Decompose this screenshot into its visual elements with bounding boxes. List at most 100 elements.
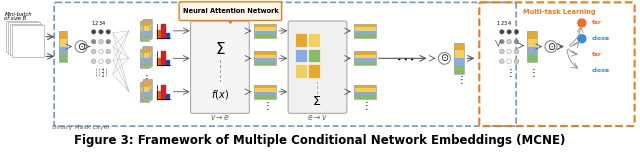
Bar <box>454 66 465 74</box>
Bar <box>140 49 149 68</box>
Text: 2: 2 <box>95 21 98 26</box>
Text: Mini-batch: Mini-batch <box>4 12 32 17</box>
Bar <box>140 87 149 92</box>
Circle shape <box>25 39 30 43</box>
Text: 3: 3 <box>504 21 507 26</box>
Bar <box>59 31 67 62</box>
Bar <box>254 24 276 38</box>
Circle shape <box>99 59 103 64</box>
Bar <box>140 63 149 68</box>
Bar <box>254 24 276 27</box>
Text: 4: 4 <box>102 21 105 26</box>
Bar <box>254 88 276 92</box>
Bar <box>142 30 151 35</box>
Text: 4: 4 <box>508 21 511 26</box>
Circle shape <box>500 30 504 34</box>
Bar <box>354 27 376 31</box>
Bar <box>140 21 149 26</box>
Bar <box>140 26 149 31</box>
Bar <box>142 47 151 52</box>
Circle shape <box>438 52 451 64</box>
Bar <box>454 58 465 66</box>
Text: $\cdots$: $\cdots$ <box>395 49 414 68</box>
Circle shape <box>514 39 519 44</box>
Bar <box>354 85 376 99</box>
Text: $f(x)$: $f(x)$ <box>211 88 229 101</box>
Bar <box>59 31 67 39</box>
Bar <box>143 33 152 38</box>
Bar <box>140 82 149 87</box>
Circle shape <box>577 18 587 28</box>
Bar <box>140 92 149 97</box>
Text: far: far <box>592 21 602 26</box>
Bar <box>166 94 170 99</box>
Text: of size B: of size B <box>4 16 27 21</box>
Text: ⊙: ⊙ <box>547 42 555 52</box>
Text: 2: 2 <box>500 21 504 26</box>
Circle shape <box>92 30 96 34</box>
Circle shape <box>99 30 103 34</box>
Bar <box>142 25 151 30</box>
Bar <box>527 31 537 62</box>
Text: $e \rightarrow v$: $e \rightarrow v$ <box>307 113 327 122</box>
Bar <box>140 36 149 41</box>
Bar <box>254 27 276 31</box>
Bar <box>140 21 149 41</box>
Text: ⊙: ⊙ <box>77 42 85 52</box>
Bar <box>254 85 276 88</box>
Bar <box>10 24 42 55</box>
Bar <box>354 55 376 58</box>
Bar <box>142 20 151 25</box>
Bar <box>454 43 465 50</box>
Circle shape <box>20 34 24 39</box>
Text: 3: 3 <box>99 21 102 26</box>
Circle shape <box>500 59 504 64</box>
Circle shape <box>500 39 504 44</box>
Circle shape <box>500 49 504 54</box>
Bar <box>59 47 67 54</box>
Bar <box>354 24 376 38</box>
Bar <box>295 64 307 78</box>
Bar <box>454 50 465 58</box>
Bar <box>527 47 537 54</box>
Bar <box>142 57 151 62</box>
Bar <box>354 51 376 65</box>
Bar <box>161 85 165 99</box>
Text: 1: 1 <box>497 21 500 26</box>
Bar <box>143 46 152 51</box>
Bar <box>308 64 320 78</box>
Bar <box>354 62 376 65</box>
Bar <box>254 85 276 99</box>
Bar <box>354 51 376 55</box>
Circle shape <box>507 39 511 44</box>
Text: $\vdots$: $\vdots$ <box>97 66 105 79</box>
Bar <box>143 51 152 56</box>
Text: Neural Attention Network: Neural Attention Network <box>182 8 278 14</box>
Bar <box>308 49 320 62</box>
Text: Multi-task Learning: Multi-task Learning <box>523 9 595 15</box>
Text: $\vdots$: $\vdots$ <box>506 66 513 79</box>
Circle shape <box>106 39 111 44</box>
Bar <box>140 58 149 63</box>
Bar <box>454 43 465 74</box>
Bar <box>140 31 149 36</box>
Text: $\vdots$: $\vdots$ <box>141 73 148 86</box>
Bar <box>295 49 307 62</box>
Bar <box>12 25 44 57</box>
FancyBboxPatch shape <box>179 2 282 21</box>
Bar <box>142 95 151 100</box>
Bar <box>143 19 152 38</box>
Bar <box>142 35 151 39</box>
Circle shape <box>13 31 18 35</box>
Text: $\Sigma$: $\Sigma$ <box>215 41 226 56</box>
Bar <box>354 95 376 99</box>
Circle shape <box>92 39 96 44</box>
Circle shape <box>507 59 511 64</box>
Bar <box>142 81 151 100</box>
Bar <box>140 49 149 53</box>
Bar <box>354 88 376 92</box>
Bar <box>143 79 152 84</box>
Circle shape <box>92 49 96 54</box>
Bar <box>354 85 376 88</box>
Text: Binary Mask Layer: Binary Mask Layer <box>52 125 110 130</box>
